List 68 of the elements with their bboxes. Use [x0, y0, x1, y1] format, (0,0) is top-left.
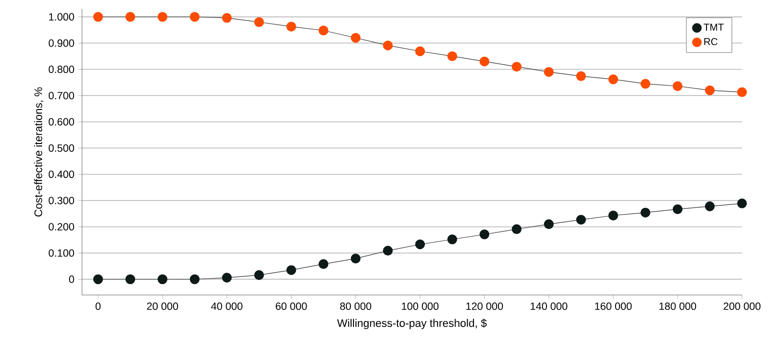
x-tick-label: 160 000	[595, 302, 632, 310]
point	[704, 201, 715, 212]
x-tick-label: 40 000	[211, 302, 242, 310]
point	[576, 214, 586, 225]
y-tick-label: 0	[69, 276, 74, 283]
y-tick-label: 0.100	[48, 249, 74, 257]
point	[737, 198, 747, 208]
point	[640, 78, 650, 89]
legend-label: TMT	[704, 24, 724, 31]
point	[254, 17, 264, 27]
x-tick-label: 100 000	[402, 302, 439, 310]
point	[704, 85, 715, 96]
legend-label: RC	[704, 38, 718, 46]
point	[125, 12, 136, 22]
point	[447, 51, 458, 62]
point	[286, 22, 296, 32]
point	[576, 71, 586, 82]
y-axis-title: Cost-effective iterations, %	[34, 87, 44, 217]
point	[254, 270, 264, 280]
point	[640, 208, 650, 218]
x-tick-label: 60 000	[276, 302, 307, 310]
y-tick-label: 0.700	[48, 92, 74, 100]
y-tick-label: 0.600	[48, 118, 74, 126]
point	[512, 62, 522, 72]
point	[480, 56, 490, 66]
point	[350, 254, 361, 264]
point	[544, 67, 554, 77]
point	[125, 274, 136, 284]
y-tick-label: 0.300	[48, 196, 74, 204]
x-tick-label: 200 000	[724, 302, 760, 310]
point	[382, 40, 393, 50]
point	[93, 274, 103, 284]
point	[512, 224, 522, 234]
point	[190, 274, 200, 284]
x-axis-title: Willingness-to-pay threshold, $	[337, 318, 487, 330]
y-tick-label: 1.000	[49, 13, 74, 21]
point	[93, 12, 103, 22]
y-tick-label: 0.400	[48, 170, 74, 178]
y-tick-label: 0.200	[48, 223, 74, 230]
x-tick-label: 0	[96, 302, 101, 310]
point	[415, 46, 425, 56]
point	[158, 12, 168, 22]
x-tick-label: 120 000	[466, 302, 503, 310]
point	[190, 12, 200, 22]
point	[672, 204, 682, 214]
point	[318, 26, 328, 36]
point	[415, 239, 425, 250]
point	[222, 272, 232, 283]
y-tick-label: 0.500	[48, 144, 74, 152]
point	[447, 234, 458, 244]
point	[158, 274, 168, 284]
x-tick-label: 180 000	[660, 302, 696, 310]
point	[608, 210, 618, 220]
point	[608, 74, 618, 84]
y-tick-label: 0.800	[48, 66, 74, 74]
point	[480, 230, 490, 240]
point	[737, 87, 747, 98]
point	[672, 81, 682, 92]
point	[350, 32, 361, 43]
point	[286, 265, 296, 275]
y-tick-label: 0.900	[48, 39, 74, 47]
point	[544, 219, 554, 230]
point	[318, 259, 328, 269]
x-tick-label: 20 000	[147, 302, 178, 310]
point	[382, 246, 393, 256]
x-tick-label: 140 000	[530, 302, 568, 310]
x-tick-label: 80 000	[340, 302, 372, 310]
point	[222, 13, 232, 23]
